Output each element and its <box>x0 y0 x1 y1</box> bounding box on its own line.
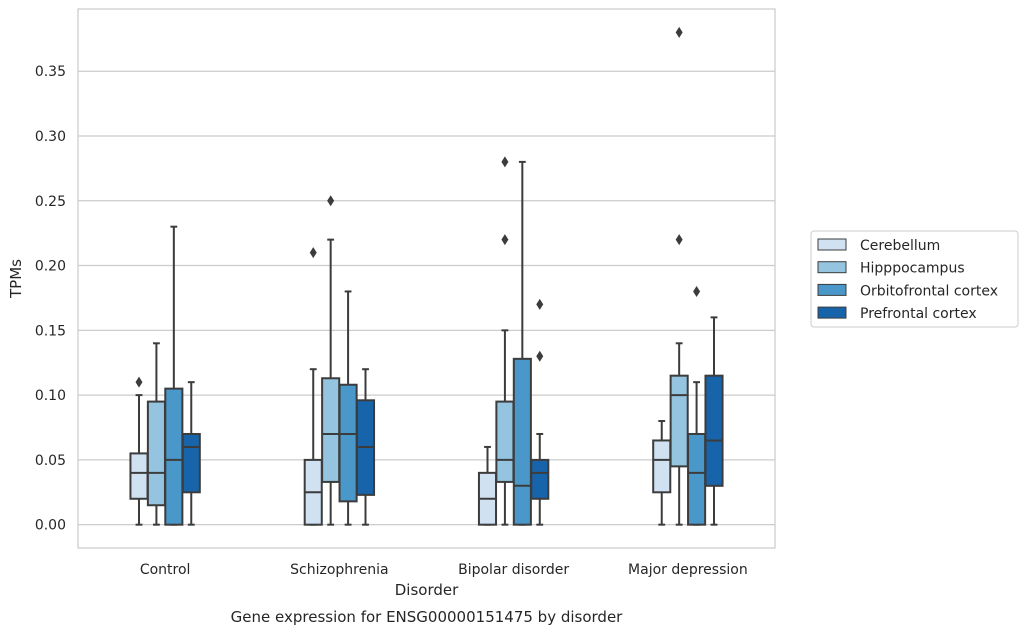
y-tick-labels: 0.00 0.05 0.10 0.15 0.20 0.25 0.30 0.35 <box>35 64 66 533</box>
box-body <box>181 432 201 494</box>
x-tick-label: Bipolar disorder <box>458 562 569 578</box>
box-prefrontal-cortex <box>704 316 724 526</box>
legend-swatch <box>817 261 847 274</box>
box-body <box>338 383 358 503</box>
outlier-point <box>309 247 317 259</box>
box-body <box>129 452 149 500</box>
legend-label: Prefrontal cortex <box>860 306 977 322</box>
box-prefrontal-cortex <box>530 298 550 526</box>
box-orbitofrontal-cortex <box>512 160 532 526</box>
box-orbitofrontal-cortex <box>687 285 707 526</box>
box-body <box>495 400 515 483</box>
legend: Cerebellum Hipppocampus Orbitofrontal cort… <box>810 230 1019 328</box>
y-tick-label: 0.20 <box>35 259 66 275</box>
box-body <box>687 432 707 526</box>
y-tick-label: 0.35 <box>35 64 66 80</box>
boxes-layer <box>129 26 724 526</box>
outlier-point <box>675 26 683 38</box>
y-tick-label: 0.10 <box>35 388 66 404</box>
box-cerebellum <box>129 376 149 526</box>
outlier-point <box>675 234 683 246</box>
legend-swatch <box>817 306 847 319</box>
plot-frame <box>77 8 776 549</box>
legend-label: Cerebellum <box>860 238 940 254</box>
box-hipppocampus <box>669 26 689 526</box>
box-orbitofrontal-cortex <box>338 290 358 526</box>
y-tick-label: 0.25 <box>35 194 66 210</box>
y-axis-label: TPMs <box>7 259 25 299</box>
y-tick-label: 0.30 <box>35 129 66 145</box>
legend-label: Orbitofrontal cortex <box>860 283 998 299</box>
box-cerebellum <box>477 445 498 526</box>
outlier-point <box>135 376 143 388</box>
box-body <box>669 374 689 468</box>
box-body <box>704 374 724 487</box>
x-axis-label: Disorder <box>395 581 459 599</box>
x-tick-label: Control <box>140 562 191 578</box>
box-body <box>652 439 672 494</box>
y-tick-label: 0.00 <box>35 518 66 534</box>
box-hipppocampus <box>321 195 341 526</box>
box-prefrontal-cortex <box>181 381 201 526</box>
legend-swatch <box>817 283 847 296</box>
outlier-point <box>536 350 544 362</box>
box-prefrontal-cortex <box>355 368 376 526</box>
box-body <box>512 357 532 526</box>
legend-label: Hipppocampus <box>860 261 965 277</box>
outlier-point <box>693 285 701 297</box>
legend-frame <box>810 230 1019 328</box>
box-body <box>164 387 184 526</box>
box-body <box>321 377 341 483</box>
box-body <box>530 458 550 500</box>
x-tick-label: Schizophrenia <box>290 562 388 578</box>
box-hipppocampus <box>146 342 166 526</box>
chart-caption: Gene expression for ENSG00000151475 by d… <box>231 608 624 626</box>
box-orbitofrontal-cortex <box>164 225 184 526</box>
box-body <box>146 400 166 507</box>
x-tick-label: Major depression <box>628 562 748 578</box>
legend-swatch <box>817 238 847 251</box>
box-cerebellum <box>652 420 672 526</box>
y-tick-label: 0.05 <box>35 453 66 469</box>
y-tick-label: 0.15 <box>35 323 66 339</box>
outlier-point <box>536 298 544 310</box>
box-cerebellum <box>303 247 323 526</box>
box-hipppocampus <box>495 156 515 526</box>
outlier-point <box>501 156 509 168</box>
x-tick-labels: Control Schizophrenia Bipolar disorder Majo… <box>140 562 748 578</box>
outlier-point <box>327 195 335 207</box>
outlier-point <box>501 234 509 246</box>
